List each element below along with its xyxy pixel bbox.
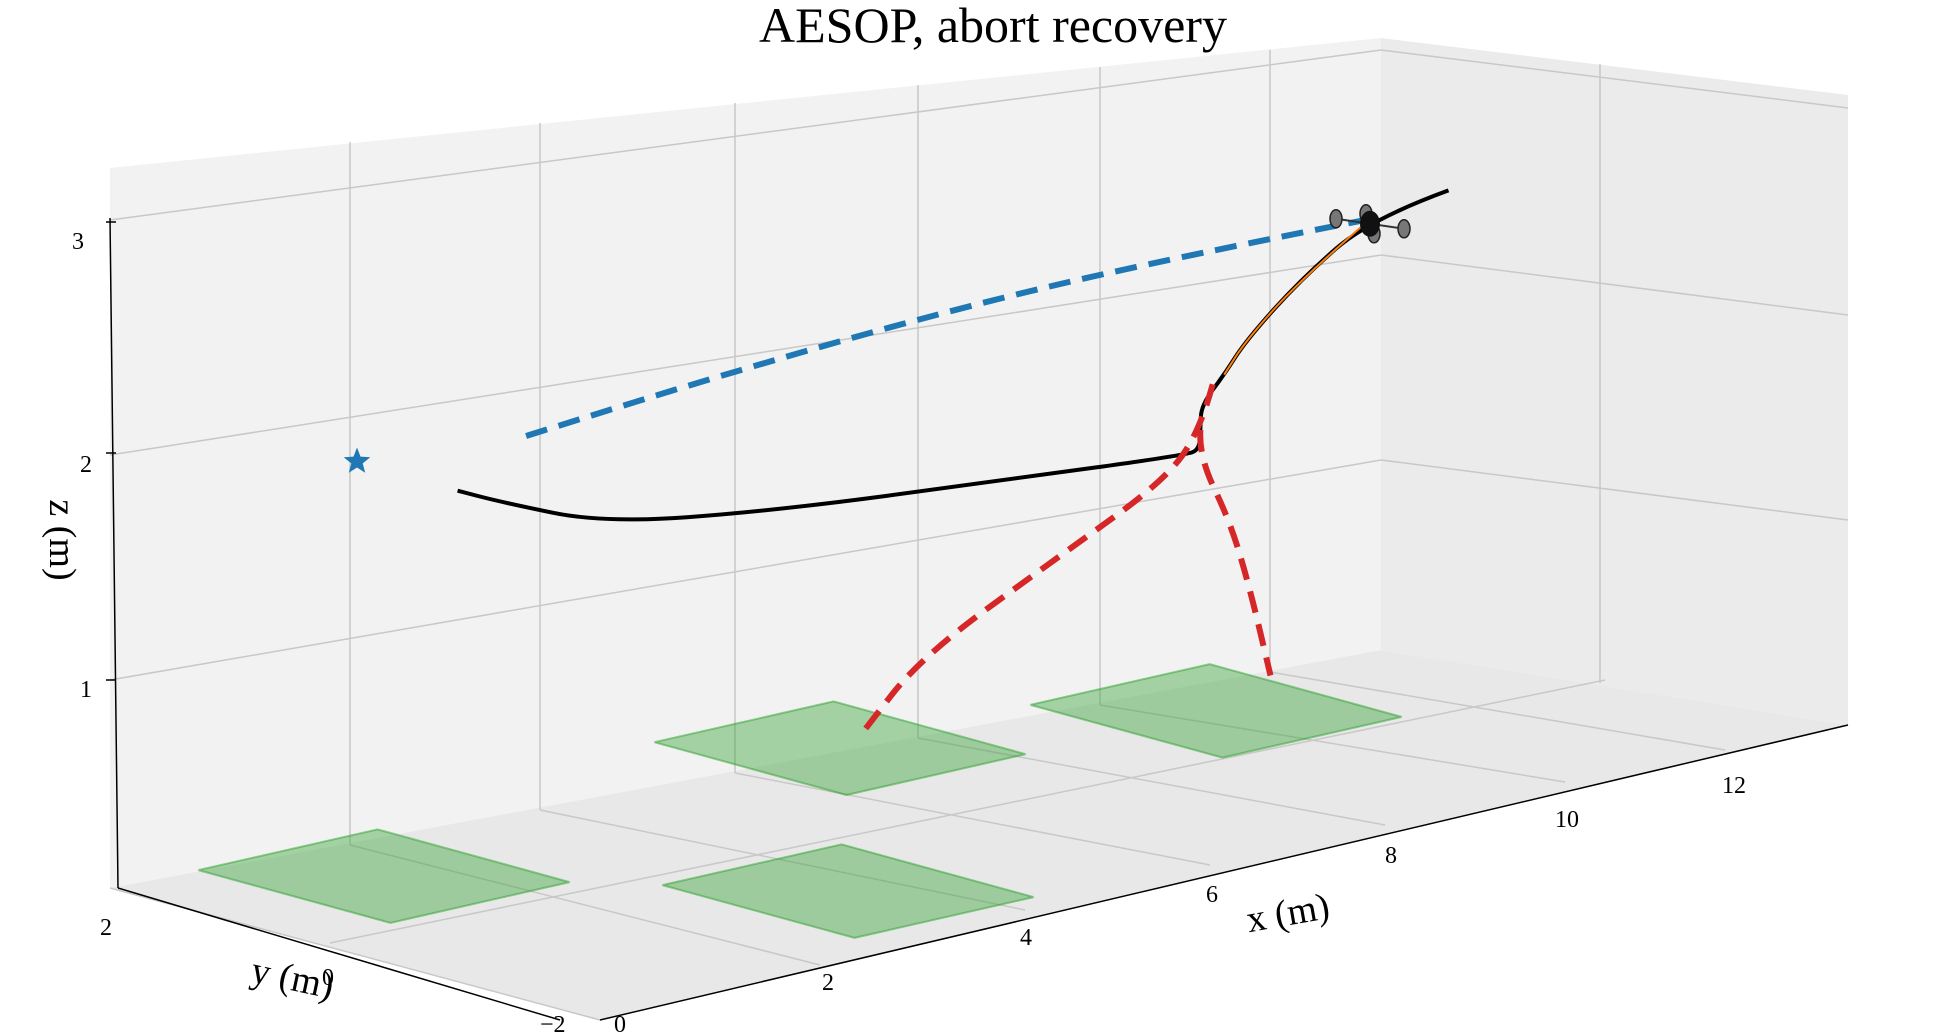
goal-star-marker [343, 447, 371, 473]
grid-lines [109, 49, 1849, 1021]
chart-title: AESOP, abort recovery [759, 0, 1227, 53]
z-tick-label: 3 [72, 229, 84, 255]
z-axis-label: z (m) [41, 499, 83, 580]
landing-zones [198, 663, 1402, 939]
markers-layer [343, 204, 1411, 473]
x-tick-label: 2 [822, 970, 834, 996]
back-pane [110, 38, 1381, 888]
x-tick-label: 10 [1555, 807, 1579, 833]
x-tick-label: 4 [1020, 925, 1032, 951]
x-tick-label: 12 [1722, 773, 1746, 799]
landing-zone [662, 843, 1034, 939]
y-tick-label: 0 [322, 965, 334, 991]
landing-zone [198, 828, 570, 924]
series-layer [457, 188, 1450, 735]
y-tick-label: 2 [100, 915, 112, 941]
y-tick-label: −2 [540, 1012, 566, 1036]
floor-pane [110, 650, 1848, 1020]
vehicle-rotor [1397, 219, 1411, 239]
x-tick-label: 6 [1206, 882, 1218, 908]
abort-line [860, 383, 1216, 735]
z-tick-label: 2 [80, 452, 92, 478]
vehicle-body [1360, 210, 1380, 237]
x-tick-label: 0 [614, 1012, 626, 1036]
right-pane [1381, 38, 1848, 725]
planned-line [525, 216, 1371, 439]
y-axis-label: y (m) [247, 949, 337, 1007]
branch-line [1223, 218, 1371, 376]
abort-line [1197, 429, 1274, 677]
z-ticks [106, 221, 116, 681]
x-axis-label: x (m) [1243, 885, 1332, 941]
landing-zone [654, 700, 1026, 797]
z-tick-label: 1 [80, 677, 92, 703]
x-tick-label: 8 [1385, 843, 1397, 869]
axis-lines [109, 217, 1849, 1021]
landing-zone [1030, 663, 1402, 759]
vehicle-rotor [1329, 209, 1343, 229]
